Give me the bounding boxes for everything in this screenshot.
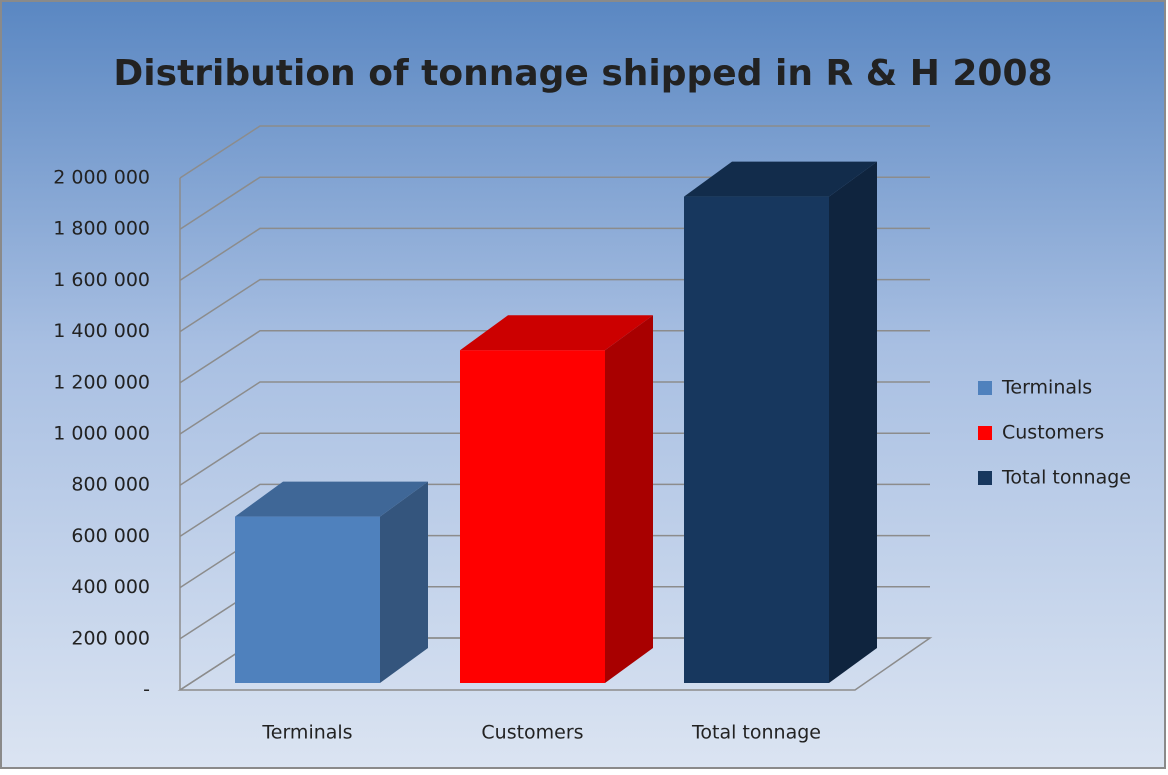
- y-tick-label: 1 200 000: [53, 371, 150, 393]
- legend-label: Total tonnage: [1001, 467, 1131, 489]
- legend-label: Terminals: [1001, 377, 1092, 399]
- bar-side: [829, 161, 877, 684]
- bar-top: [235, 481, 428, 517]
- bar-top: [460, 315, 653, 351]
- bar-top: [684, 161, 877, 197]
- y-tick-label: 2 000 000: [53, 167, 150, 189]
- grid-line: [179, 125, 930, 179]
- y-tick-label: 1 000 000: [53, 423, 150, 445]
- y-tick-label: 800 000: [71, 474, 150, 496]
- y-tick-label: 200 000: [71, 627, 150, 649]
- legend-swatch: [978, 426, 992, 440]
- y-tick-label: 400 000: [71, 576, 150, 598]
- y-tick-label: 1 800 000: [53, 218, 150, 240]
- bar: [684, 196, 829, 683]
- legend-swatch: [978, 381, 992, 395]
- x-tick-label: Customers: [481, 722, 583, 744]
- bar-side: [605, 315, 653, 683]
- y-tick-label: 1 400 000: [53, 320, 150, 342]
- x-tick-label: Terminals: [261, 722, 352, 744]
- y-tick-label: -: [143, 679, 150, 701]
- x-tick-label: Total tonnage: [691, 722, 821, 744]
- legend-swatch: [978, 471, 992, 485]
- legend-label: Customers: [1002, 422, 1104, 444]
- bar-side: [380, 481, 428, 683]
- chart-title: Distribution of tonnage shipped in R & H…: [113, 53, 1052, 94]
- bar: [460, 350, 605, 683]
- grid-line: [179, 176, 930, 230]
- y-tick-label: 1 600 000: [53, 269, 150, 291]
- y-tick-label: 600 000: [71, 525, 150, 547]
- bar: [235, 516, 380, 683]
